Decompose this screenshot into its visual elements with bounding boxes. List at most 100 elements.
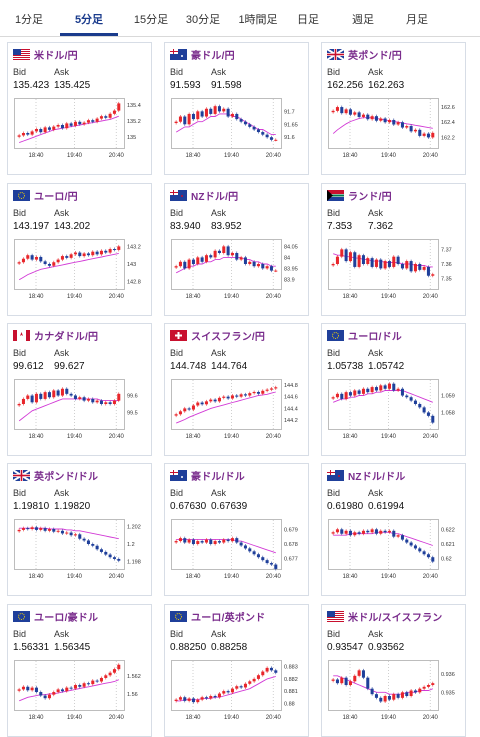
pair-header[interactable]: ユーロ/豪ドル [13,610,99,624]
pair-name[interactable]: 英ポンド/ドル [34,471,99,483]
rate-chart[interactable]: 18:40 19:40 20:40 0.883 0.882 0.881 0.88 [171,660,302,728]
pair-name[interactable]: カナダドル/円 [34,331,99,343]
rate-card[interactable]: スイスフラン/円 Bid Ask 144.748 144.764 18:40 19:40 20… [164,323,309,456]
pair-header[interactable]: ユーロ/円 [13,189,78,203]
candle [191,259,195,264]
y-tick-label: 99.6 [127,394,138,400]
pair-header[interactable]: 英ポンド/ドル [13,469,99,483]
rate-chart[interactable]: 18:40 19:40 20:40 91.7 91.65 91.6 [171,98,302,166]
rate-chart[interactable]: 18:40 19:40 20:40 144.8 144.6 144.4 144.2 [171,379,302,447]
candle [387,261,391,267]
pair-header[interactable]: ユーロ/ドル [327,329,402,343]
rate-card[interactable]: 英ポンド/円 Bid Ask 162.256 162.263 18:40 19:40 20:4… [321,42,466,175]
pair-name[interactable]: 米ドル/円 [34,50,78,62]
rate-card[interactable]: ユーロ/円 Bid Ask 143.197 143.202 18:40 19:40 20:40… [7,183,152,316]
rate-chart[interactable]: 18:40 19:40 20:40 1.562 1.56 [14,660,145,728]
pair-name[interactable]: ユーロ/ドル [348,331,402,343]
rate-chart[interactable]: 18:40 19:40 20:40 135.4 135.2 135 [14,98,145,166]
tab-2[interactable]: 5分足 [60,0,118,36]
pair-name[interactable]: ユーロ/豪ドル [34,612,99,624]
rate-card[interactable]: カナダドル/円 Bid Ask 99.612 99.627 18:40 19:40 20:40… [7,323,152,456]
tab-7[interactable]: 週足 [352,14,374,26]
tab-6[interactable]: 日足 [297,14,319,26]
rate-card[interactable]: 米ドル/円 Bid Ask 135.423 135.425 18:40 19:40 20:40… [7,42,152,175]
candle [392,383,396,391]
pair-name[interactable]: 豪ドル/ドル [191,471,245,483]
rate-card[interactable]: 英ポンド/ドル Bid Ask 1.19810 1.19820 18:40 19:40 20:… [7,463,152,596]
rate-card[interactable]: NZドル/ドル Bid Ask 0.61980 0.61994 18:40 19:40 20:… [321,463,466,596]
candle [99,250,103,255]
candle [183,538,187,543]
rate-card[interactable]: ユーロ/豪ドル Bid Ask 1.56331 1.56345 18:40 19:40 20:… [7,604,152,737]
rate-card[interactable]: NZドル/円 Bid Ask 83.940 83.952 18:40 19:40 20:40 8… [164,183,309,316]
bid-value: 1.56331 [13,642,50,653]
tab-3[interactable]: 15分足 [133,14,169,26]
candle [387,383,391,389]
candle [60,388,64,396]
pair-header[interactable]: ユーロ/英ポンド [170,610,266,624]
pair-header[interactable]: カナダドル/円 [13,329,99,343]
rate-chart[interactable]: 18:40 19:40 20:40 162.6 162.4 162.2 [328,98,459,166]
rate-card[interactable]: ユーロ/ドル Bid Ask 1.05738 1.05742 18:40 19:40 20:4… [321,323,466,456]
tab-5[interactable]: 1時間足 [238,14,278,26]
candle [117,103,121,111]
rate-chart[interactable]: 18:40 19:40 20:40 0.622 0.621 0.62 [328,519,459,587]
candle [104,675,108,678]
pair-header[interactable]: 豪ドル/ドル [170,469,245,483]
rate-chart[interactable]: 18:40 19:40 20:40 143.2 143 142.8 [14,239,145,307]
pair-name[interactable]: NZドル/円 [191,191,239,203]
candle [26,133,30,135]
rate-chart[interactable]: 18:40 19:40 20:40 1.202 1.2 1.198 [14,519,145,587]
pair-name[interactable]: NZドル/ドル [348,471,406,483]
pair-name[interactable]: ユーロ/英ポンド [191,612,266,624]
pair-name[interactable]: 豪ドル/円 [191,50,235,62]
candle [204,108,208,117]
y-tick-label: 1.202 [127,524,141,530]
x-tick-label: 19:40 [224,715,240,721]
candle [196,257,200,264]
rate-card[interactable]: ユーロ/英ポンド Bid Ask 0.88250 0.88258 18:40 19:40 20… [164,604,309,737]
pair-name[interactable]: 英ポンド/円 [348,50,402,62]
candle [187,539,191,543]
pair-name[interactable]: スイスフラン/円 [191,331,266,343]
pair-header[interactable]: NZドル/ドル [327,469,406,483]
candle [261,557,265,561]
tab-8[interactable]: 月足 [406,14,428,26]
nz-flag-icon [170,189,187,201]
candle [191,405,195,410]
rate-card[interactable]: 豪ドル/円 Bid Ask 91.593 91.598 18:40 19:40 20:40 91… [164,42,309,175]
ask-value: 0.67639 [211,501,248,512]
candle [86,253,90,256]
pair-header[interactable]: 米ドル/円 [13,48,78,62]
pair-header[interactable]: スイスフラン/円 [170,329,266,343]
y-tick-label: 0.882 [284,677,298,683]
rate-chart[interactable]: 18:40 19:40 20:40 0.936 0.935 [328,660,459,728]
candle [21,398,25,404]
candle [252,261,256,267]
rate-card[interactable]: ランド/円 Bid Ask 7.353 7.362 18:40 19:40 20:40 7.37… [321,183,466,316]
candle [256,675,260,679]
pair-name[interactable]: ユーロ/円 [34,191,78,203]
candle [379,697,383,702]
au-us-flag-icon [170,469,187,481]
rate-chart[interactable]: 18:40 19:40 20:40 84.05 84 83.95 83.9 [171,239,302,307]
pair-header[interactable]: ランド/円 [327,189,392,203]
candle [413,690,417,693]
bid-value: 1.19810 [13,501,50,512]
rate-card[interactable]: 豪ドル/ドル Bid Ask 0.67630 0.67639 18:40 19:40 20:4… [164,463,309,596]
pair-header[interactable]: 豪ドル/円 [170,48,235,62]
y-tick-label: 144.6 [284,395,298,401]
rate-chart[interactable]: 18:40 19:40 20:40 0.679 0.678 0.677 [171,519,302,587]
pair-header[interactable]: 米ドル/スイスフラン [327,610,443,624]
pair-name[interactable]: 米ドル/スイスフラン [348,612,443,624]
tab-1[interactable]: 1分足 [14,14,44,26]
candle [209,696,213,699]
rate-card[interactable]: 米ドル/スイスフラン Bid Ask 0.93547 0.93562 18:40 19:40… [321,604,466,737]
pair-header[interactable]: 英ポンド/円 [327,48,402,62]
pair-name[interactable]: ランド/円 [348,191,392,203]
pair-header[interactable]: NZドル/円 [170,189,239,203]
rate-chart[interactable]: 18:40 19:40 20:40 99.6 99.5 [14,379,145,447]
tab-4[interactable]: 30分足 [185,14,221,26]
rate-chart[interactable]: 18:40 19:40 20:40 7.37 7.36 7.35 [328,239,459,307]
rate-chart[interactable]: 18:40 19:40 20:40 1.059 1.058 [328,379,459,447]
